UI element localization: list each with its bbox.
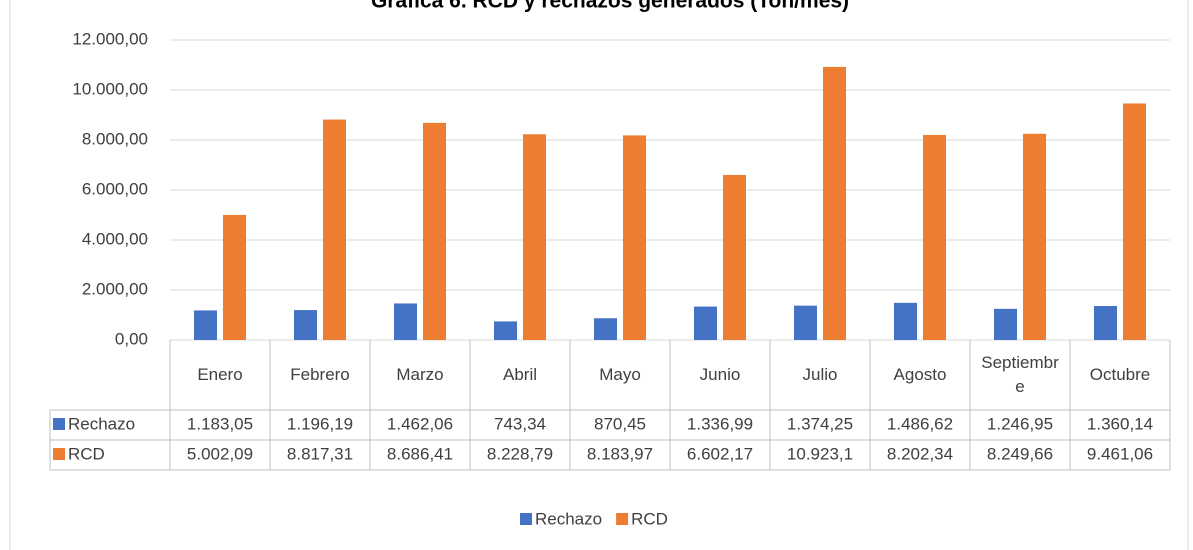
x-tick-label: Julio [802, 365, 838, 384]
x-tick-label: Marzo [396, 365, 444, 384]
data-label: 1.183,05 [187, 414, 253, 433]
data-label: 1.360,14 [1087, 414, 1153, 433]
legend-label: RCD [631, 509, 668, 528]
y-tick-label: 12.000,00 [72, 29, 148, 48]
y-tick-label: 10.000,00 [72, 79, 148, 98]
data-label: 1.486,62 [887, 414, 953, 433]
data-label: 1.374,25 [787, 414, 853, 433]
chart-border [9, 0, 1189, 550]
x-tick-label-box: Marzo [396, 365, 444, 384]
bar [994, 308, 1017, 340]
bar [923, 134, 946, 340]
bar [423, 122, 446, 340]
x-tick-label: Septiembre [981, 353, 1059, 396]
y-tick-label: 2.000,00 [82, 279, 148, 298]
x-tick-label: Abril [502, 365, 537, 384]
data-label: 1.336,99 [687, 414, 753, 433]
data-label: 8.183,97 [587, 444, 653, 463]
data-label: 9.461,06 [1087, 444, 1153, 463]
bar [494, 321, 517, 340]
bar [223, 214, 246, 340]
legend-key [520, 513, 532, 525]
bar [794, 305, 817, 340]
data-label: 8.202,34 [887, 444, 953, 463]
x-tick-label-box: Agosto [893, 365, 947, 384]
y-tick-label: 0,00 [115, 329, 148, 348]
x-tick-label: Agosto [893, 365, 947, 384]
data-label: 743,34 [494, 414, 546, 433]
x-tick-label-box: Febrero [290, 365, 350, 384]
data-label: 5.002,09 [187, 444, 253, 463]
x-tick-label: Mayo [599, 365, 641, 384]
x-tick-label: Enero [197, 365, 243, 384]
x-tick-label-box: Mayo [599, 365, 641, 384]
data-label: 1.196,19 [287, 414, 353, 433]
y-tick-label: 4.000,00 [82, 229, 148, 248]
x-tick-label-box: Julio [802, 365, 838, 384]
x-tick-label-box: Septiembre [981, 353, 1059, 396]
data-label: 6.602,17 [687, 444, 753, 463]
chart-title: Gráfica 6. RCD y rechazos generados (Ton… [371, 0, 849, 13]
bar [1023, 133, 1046, 340]
y-tick-label: 6.000,00 [82, 179, 148, 198]
x-tick-label-box: Enero [197, 365, 243, 384]
legend-label: Rechazo [535, 509, 602, 528]
bar [894, 302, 917, 340]
bar [294, 310, 317, 340]
data-label: 1.462,06 [387, 414, 453, 433]
bar [323, 119, 346, 340]
bar [394, 303, 417, 340]
bar [194, 310, 217, 340]
x-tick-label: Octubre [1089, 365, 1151, 384]
y-tick-label: 8.000,00 [82, 129, 148, 148]
bar [623, 135, 646, 340]
x-tick-label: Junio [699, 365, 741, 384]
bar [1094, 305, 1117, 340]
bar [723, 174, 746, 340]
table-row-label: Rechazo [68, 414, 135, 433]
legend-key [616, 513, 629, 525]
data-label: 8.249,66 [987, 444, 1053, 463]
data-label: 8.817,31 [287, 444, 353, 463]
bar [694, 306, 717, 340]
x-tick-label-box: Abril [502, 365, 537, 384]
table-row-label: RCD [68, 444, 105, 463]
data-label: 8.686,41 [387, 444, 453, 463]
x-tick-label-box: Octubre [1089, 365, 1151, 384]
bar [1123, 103, 1146, 340]
data-label: 1.246,95 [987, 414, 1053, 433]
bar [823, 66, 846, 341]
data-label: 10.923,1 [787, 444, 853, 463]
x-tick-label: Febrero [290, 365, 350, 384]
legend-key [53, 448, 65, 460]
data-label: 8.228,79 [487, 444, 553, 463]
bar [594, 318, 617, 340]
legend-key [53, 418, 65, 430]
bar [523, 134, 546, 340]
x-tick-label-box: Junio [699, 365, 741, 384]
data-label: 870,45 [594, 414, 646, 433]
